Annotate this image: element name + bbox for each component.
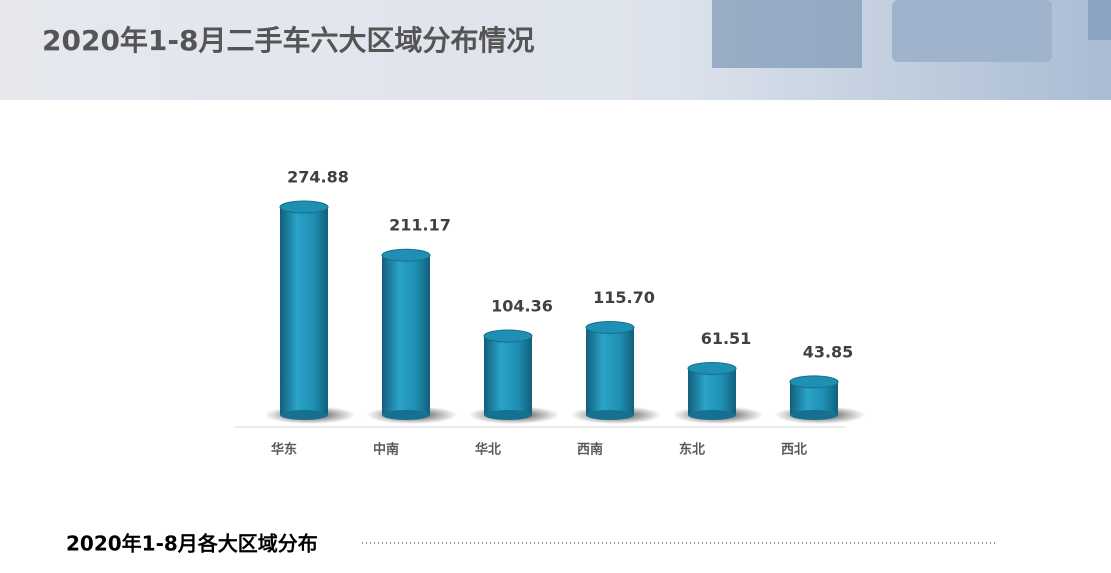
bar-base (586, 410, 634, 420)
bar (382, 255, 430, 415)
value-label: 115.70 (593, 288, 655, 307)
x-tick-label: 华东 (271, 442, 297, 458)
bar (484, 336, 532, 415)
x-tick-label: 西南 (577, 442, 603, 458)
bar-base (790, 410, 838, 420)
bar-top (381, 248, 431, 262)
x-tick-label: 西北 (781, 443, 807, 458)
bar-top (585, 320, 635, 334)
value-label: 274.88 (287, 168, 349, 187)
x-tick-label: 中南 (373, 442, 399, 458)
bar (280, 207, 328, 415)
bar-base (688, 410, 736, 420)
bar-top (483, 329, 533, 343)
bar-base (280, 410, 328, 420)
value-label: 61.51 (701, 329, 752, 348)
plot-area: 274.88 华东 211.17 中南 104.36 华北 115.70 西南 61.51 东北 4… (264, 168, 866, 458)
slide-title: 2020年1-8月二手车六大区域分布情况 (42, 24, 535, 57)
bar-top (789, 375, 839, 389)
bar-base (382, 410, 430, 420)
bar (688, 368, 736, 415)
x-tick-label: 华北 (475, 442, 501, 458)
x-tick-label: 东北 (679, 442, 705, 458)
header-decoration (712, 0, 1111, 68)
value-label: 104.36 (491, 297, 553, 316)
caption: 2020年1-8月各大区域分布 (66, 532, 318, 556)
bar-base (484, 410, 532, 420)
bar-top (687, 361, 737, 375)
bar (586, 327, 634, 415)
value-label: 43.85 (803, 342, 854, 361)
bar-top (279, 200, 329, 214)
value-label: 211.17 (389, 216, 451, 235)
